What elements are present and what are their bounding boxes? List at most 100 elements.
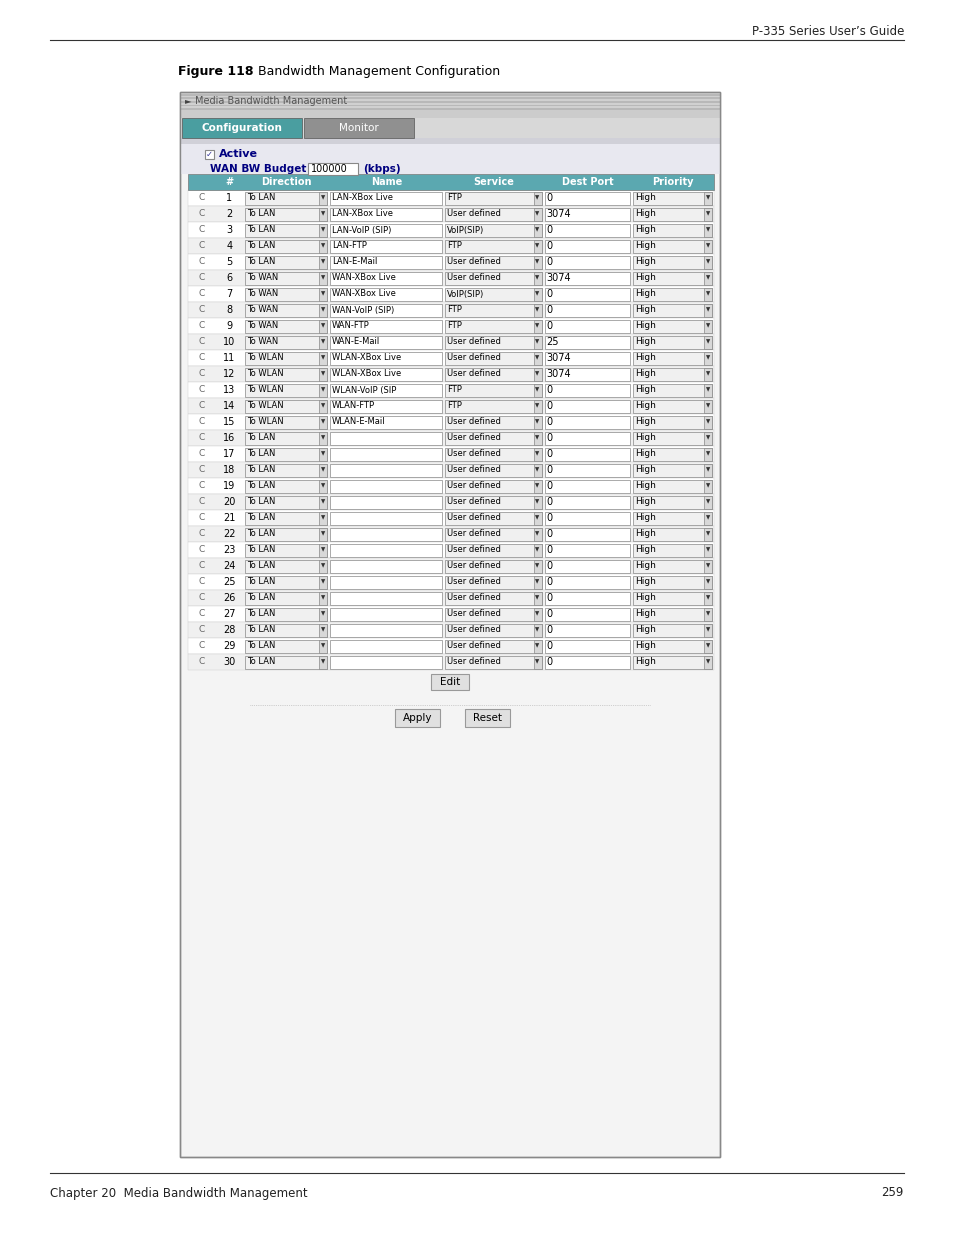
Text: User defined: User defined bbox=[446, 273, 500, 283]
Text: 25: 25 bbox=[223, 577, 235, 587]
Bar bbox=[632, 640, 711, 652]
Text: To LAN: To LAN bbox=[247, 610, 274, 619]
Bar bbox=[395, 709, 439, 727]
Bar bbox=[318, 640, 327, 652]
Text: 18: 18 bbox=[223, 466, 235, 475]
Bar bbox=[330, 495, 441, 509]
Text: User defined: User defined bbox=[446, 450, 500, 458]
Text: To LAN: To LAN bbox=[247, 226, 274, 235]
Text: 0: 0 bbox=[546, 417, 552, 427]
Bar bbox=[703, 368, 711, 380]
Bar bbox=[632, 384, 711, 396]
Text: 27: 27 bbox=[223, 609, 235, 619]
Bar bbox=[703, 576, 711, 589]
Bar bbox=[533, 495, 541, 509]
Text: WLAN-XBox Live: WLAN-XBox Live bbox=[332, 353, 401, 363]
Text: ▼: ▼ bbox=[320, 643, 325, 648]
Text: High: High bbox=[634, 657, 655, 667]
Text: ▼: ▼ bbox=[705, 308, 709, 312]
Bar bbox=[318, 624, 327, 636]
Bar bbox=[533, 431, 541, 445]
Text: High: High bbox=[634, 385, 655, 394]
Text: WLAN-VoIP (SIP: WLAN-VoIP (SIP bbox=[332, 385, 396, 394]
Bar bbox=[533, 656, 541, 668]
Text: C: C bbox=[198, 514, 204, 522]
Text: ▼: ▼ bbox=[705, 547, 709, 552]
Text: To LAN: To LAN bbox=[247, 466, 274, 474]
Bar bbox=[444, 511, 541, 525]
Bar bbox=[703, 479, 711, 493]
Bar bbox=[188, 382, 713, 398]
Bar bbox=[245, 656, 327, 668]
Text: LAN-E-Mail: LAN-E-Mail bbox=[332, 258, 377, 267]
Bar bbox=[703, 592, 711, 604]
Text: 9: 9 bbox=[226, 321, 232, 331]
Text: User defined: User defined bbox=[446, 641, 500, 651]
Bar bbox=[245, 415, 327, 429]
Text: ▼: ▼ bbox=[705, 531, 709, 536]
Bar bbox=[330, 576, 441, 589]
Text: 5: 5 bbox=[226, 257, 232, 267]
Text: WAN-XBox Live: WAN-XBox Live bbox=[332, 273, 395, 283]
Bar bbox=[544, 368, 629, 380]
Bar bbox=[632, 368, 711, 380]
Text: ▼: ▼ bbox=[535, 291, 539, 296]
Text: High: High bbox=[634, 482, 655, 490]
Bar bbox=[245, 191, 327, 205]
Bar bbox=[544, 240, 629, 252]
Bar bbox=[330, 207, 441, 221]
Text: 100000: 100000 bbox=[311, 164, 348, 174]
Bar bbox=[632, 447, 711, 461]
Bar bbox=[544, 304, 629, 316]
Text: High: High bbox=[634, 258, 655, 267]
Text: ▼: ▼ bbox=[705, 195, 709, 200]
Bar bbox=[533, 543, 541, 557]
Bar bbox=[318, 352, 327, 364]
Text: ▼: ▼ bbox=[535, 356, 539, 361]
Text: ▼: ▼ bbox=[320, 388, 325, 393]
Text: To LAN: To LAN bbox=[247, 433, 274, 442]
Text: High: High bbox=[634, 289, 655, 299]
Bar bbox=[533, 224, 541, 236]
Text: 0: 0 bbox=[546, 480, 552, 492]
Bar bbox=[188, 430, 713, 446]
Text: User defined: User defined bbox=[446, 562, 500, 571]
Bar bbox=[318, 543, 327, 557]
Bar bbox=[444, 576, 541, 589]
Text: User defined: User defined bbox=[446, 369, 500, 378]
Bar bbox=[330, 240, 441, 252]
Text: LAN-XBox Live: LAN-XBox Live bbox=[332, 210, 393, 219]
Bar bbox=[188, 574, 713, 590]
Bar bbox=[245, 463, 327, 477]
Bar bbox=[632, 272, 711, 284]
Text: FTP: FTP bbox=[446, 401, 461, 410]
Bar bbox=[245, 240, 327, 252]
Bar bbox=[444, 207, 541, 221]
Text: 0: 0 bbox=[546, 225, 552, 235]
Text: Name: Name bbox=[371, 177, 401, 186]
Bar bbox=[318, 463, 327, 477]
Text: 6: 6 bbox=[226, 273, 232, 283]
Bar bbox=[632, 240, 711, 252]
Bar bbox=[245, 592, 327, 604]
Bar bbox=[188, 287, 713, 303]
Bar bbox=[444, 559, 541, 573]
Bar bbox=[632, 336, 711, 348]
Bar bbox=[330, 656, 441, 668]
Text: ▼: ▼ bbox=[705, 388, 709, 393]
Text: 7: 7 bbox=[226, 289, 232, 299]
Text: ▼: ▼ bbox=[535, 308, 539, 312]
Bar bbox=[188, 317, 713, 333]
Bar bbox=[533, 640, 541, 652]
Bar bbox=[703, 191, 711, 205]
Text: ▼: ▼ bbox=[320, 579, 325, 584]
Bar bbox=[318, 656, 327, 668]
Text: 26: 26 bbox=[223, 593, 235, 603]
Bar bbox=[444, 240, 541, 252]
Bar bbox=[533, 608, 541, 620]
Text: ▼: ▼ bbox=[320, 452, 325, 457]
Bar bbox=[330, 352, 441, 364]
Bar bbox=[544, 320, 629, 332]
Text: ▼: ▼ bbox=[320, 595, 325, 600]
Bar bbox=[444, 608, 541, 620]
